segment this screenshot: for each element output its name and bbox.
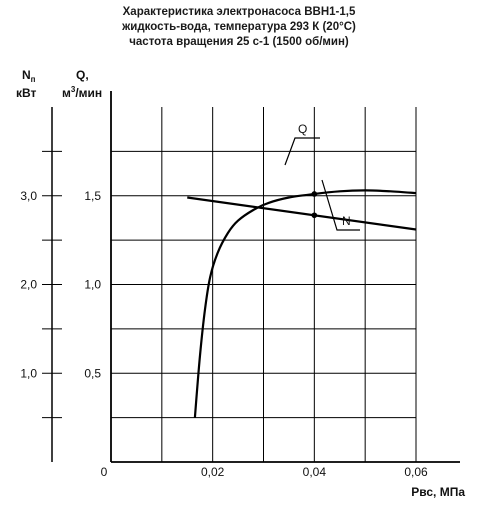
x-tick-label: 0,04 [303, 465, 327, 479]
series-n-line [187, 196, 417, 231]
n-tick-label: 1,0 [20, 366, 37, 380]
title-line-1: Характеристика электронасоса ВВН1-1,5 [122, 6, 356, 18]
axes [42, 91, 460, 463]
n-axis-label: Nп [22, 68, 36, 84]
annotation-n-leader [321, 179, 360, 231]
x-tick-label: 0,02 [201, 465, 225, 479]
x-tick-label: 0 [101, 465, 108, 479]
annotation-n-label: N [342, 214, 351, 228]
n-tick-label: 2,0 [20, 278, 37, 292]
marker-n [311, 212, 318, 219]
q-tick-label: 1,5 [84, 189, 101, 203]
n-axis-unit: кВт [16, 86, 37, 100]
annotation-q-label: Q [298, 122, 307, 136]
marker-q [311, 191, 318, 197]
title-line-3: частота вращения 25 с-1 (1500 об/мин) [129, 36, 349, 48]
series-q-line [193, 189, 417, 418]
annotation-q-leader [284, 137, 320, 166]
title-line-2: жидкость-вода, температура 293 К (20°С) [122, 21, 356, 33]
q-tick-label: 0,5 [84, 366, 101, 380]
q-axis-unit: м3/мин [62, 85, 102, 100]
grid [111, 107, 417, 462]
series [187, 137, 417, 418]
q-axis-label: Q, [76, 68, 89, 82]
x-axis-label: Рвс, МПа [411, 485, 465, 499]
q-tick-label: 1,0 [84, 278, 101, 292]
n-tick-label: 3,0 [20, 189, 37, 203]
x-tick-label: 0,06 [404, 465, 428, 479]
tick-labels: 0 0,02 0,04 0,06 0,5 1,0 1,5 1,0 2,0 3,0 [20, 189, 428, 479]
